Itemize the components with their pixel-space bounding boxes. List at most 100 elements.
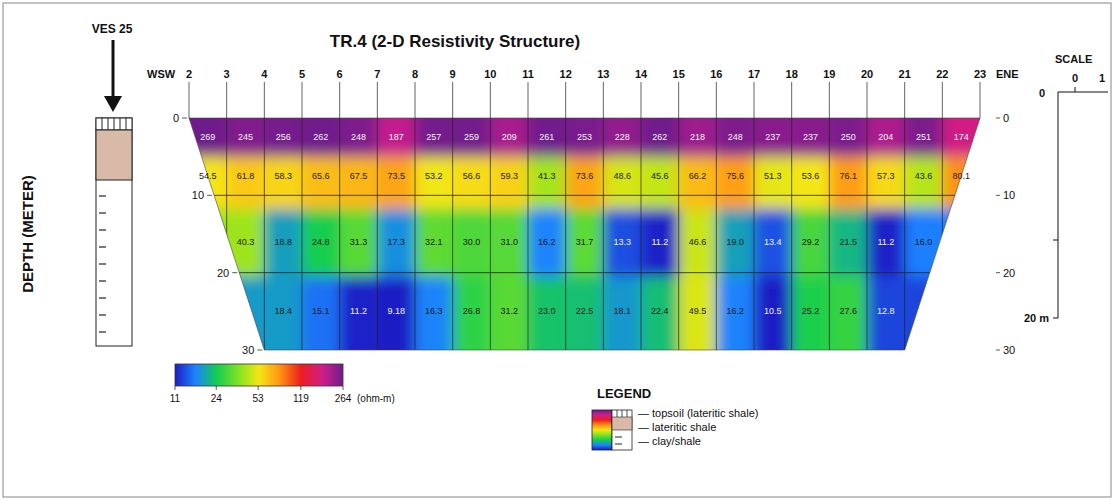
y2-tick-label: 10 — [1003, 189, 1015, 201]
scale-title: SCALE — [1055, 53, 1092, 65]
y-tick — [257, 350, 262, 351]
x-tick-label: 15 — [673, 68, 685, 80]
grid-line-x — [377, 118, 378, 350]
y-tick-label: 0 — [173, 112, 179, 124]
data-label: 251 — [916, 132, 931, 142]
data-label: 73.5 — [387, 171, 405, 181]
data-label: 12.8 — [877, 306, 895, 316]
resistivity-cell — [754, 103, 792, 158]
data-label: 237 — [765, 132, 780, 142]
data-label: 204 — [878, 132, 893, 142]
x-tick — [980, 82, 981, 118]
resistivity-cell — [641, 209, 679, 277]
x-tick-label: 20 — [861, 68, 873, 80]
ves-hatch — [120, 118, 121, 130]
colorbar-label: (ohm-m) — [357, 393, 395, 404]
resistivity-cell — [340, 209, 378, 277]
resistivity-cell — [302, 157, 340, 210]
plot-area — [76, 103, 1094, 366]
scale-label: 20 m — [1024, 312, 1049, 324]
grid-line-x — [980, 118, 981, 350]
x-right-label: ENE — [996, 68, 1019, 80]
resistivity-cell — [227, 157, 265, 210]
data-label: 73.6 — [576, 171, 594, 181]
y-tick — [232, 272, 237, 273]
x-tick-label: 4 — [261, 68, 268, 80]
y-tick — [182, 118, 187, 119]
ves-hatch — [102, 118, 103, 130]
resistivity-cell — [641, 277, 679, 366]
data-label: 80.1 — [952, 171, 970, 181]
grid-line-y — [150, 272, 1000, 273]
x-tick — [641, 82, 642, 118]
y2-tick — [996, 350, 1000, 351]
data-label: 256 — [276, 132, 291, 142]
x-tick — [415, 82, 416, 118]
resistivity-cell — [340, 277, 378, 366]
scale-tick — [1075, 87, 1076, 92]
grid-line-x — [904, 118, 905, 350]
x-tick — [339, 82, 340, 118]
x-tick — [603, 82, 604, 118]
x-tick-label: 19 — [823, 68, 835, 80]
data-label: 65.6 — [312, 171, 330, 181]
resistivity-cell — [867, 209, 905, 277]
ves-hatch — [126, 118, 127, 130]
data-label: 16.2 — [726, 306, 744, 316]
resistivity-cell — [528, 209, 566, 277]
y-axis-title: DEPTH (METER) — [19, 175, 36, 293]
resistivity-cell — [415, 209, 453, 277]
y-tick-label: 30 — [242, 344, 254, 356]
data-label: 262 — [652, 132, 667, 142]
grid-line-x — [603, 118, 604, 350]
y-tick — [207, 195, 212, 196]
data-label: 76.1 — [839, 171, 857, 181]
resistivity-cell — [603, 209, 641, 277]
data-label: 237 — [803, 132, 818, 142]
data-label: 13.3 — [613, 237, 631, 247]
resistivity-cell — [716, 157, 754, 210]
legend-dash — [615, 444, 622, 445]
resistivity-cell — [679, 103, 717, 158]
data-label: 11.2 — [877, 237, 894, 247]
resistivity-cell — [264, 209, 302, 277]
y-tick-label: 10 — [192, 189, 204, 201]
x-tick — [716, 82, 717, 118]
x-tick-label: 11 — [522, 68, 534, 80]
resistivity-cell — [415, 277, 453, 366]
ves-column — [96, 118, 132, 346]
resistivity-cell — [905, 103, 943, 158]
x-tick — [528, 82, 529, 118]
grid-line-x — [302, 118, 303, 350]
data-labels: 2692452562622481872572592092612532282622… — [199, 132, 970, 316]
ves-laterite — [96, 130, 132, 180]
data-label: 22.5 — [576, 306, 594, 316]
grid-line-x — [264, 118, 265, 350]
grid-line-x — [452, 118, 453, 350]
x-tick — [867, 82, 868, 118]
legend-dash — [615, 437, 622, 438]
x-tick — [942, 82, 943, 118]
resistivity-cell — [716, 209, 754, 277]
resistivity-cell — [829, 209, 867, 277]
ves-arrowhead — [104, 96, 122, 112]
data-label: 43.6 — [915, 171, 933, 181]
cells — [76, 103, 1094, 366]
scale-bar-h — [1058, 92, 1108, 93]
data-label: 17.3 — [387, 237, 405, 247]
ves-label: VES 25 — [92, 22, 133, 36]
data-label: 26.8 — [463, 306, 481, 316]
x-tick-label: 3 — [224, 68, 230, 80]
resistivity-cell — [754, 277, 792, 366]
data-label: 49.5 — [689, 306, 707, 316]
x-tick-label: 16 — [710, 68, 722, 80]
resistivity-cell — [716, 277, 754, 366]
y2-tick — [996, 118, 1000, 119]
resistivity-cell — [453, 103, 491, 158]
x-tick-label: 17 — [748, 68, 760, 80]
resistivity-cell — [641, 103, 679, 158]
data-label: 250 — [841, 132, 856, 142]
data-label: 11.2 — [350, 306, 367, 316]
x-tick — [189, 82, 190, 118]
title: TR.4 (2-D Resistivity Structure) — [330, 32, 580, 51]
